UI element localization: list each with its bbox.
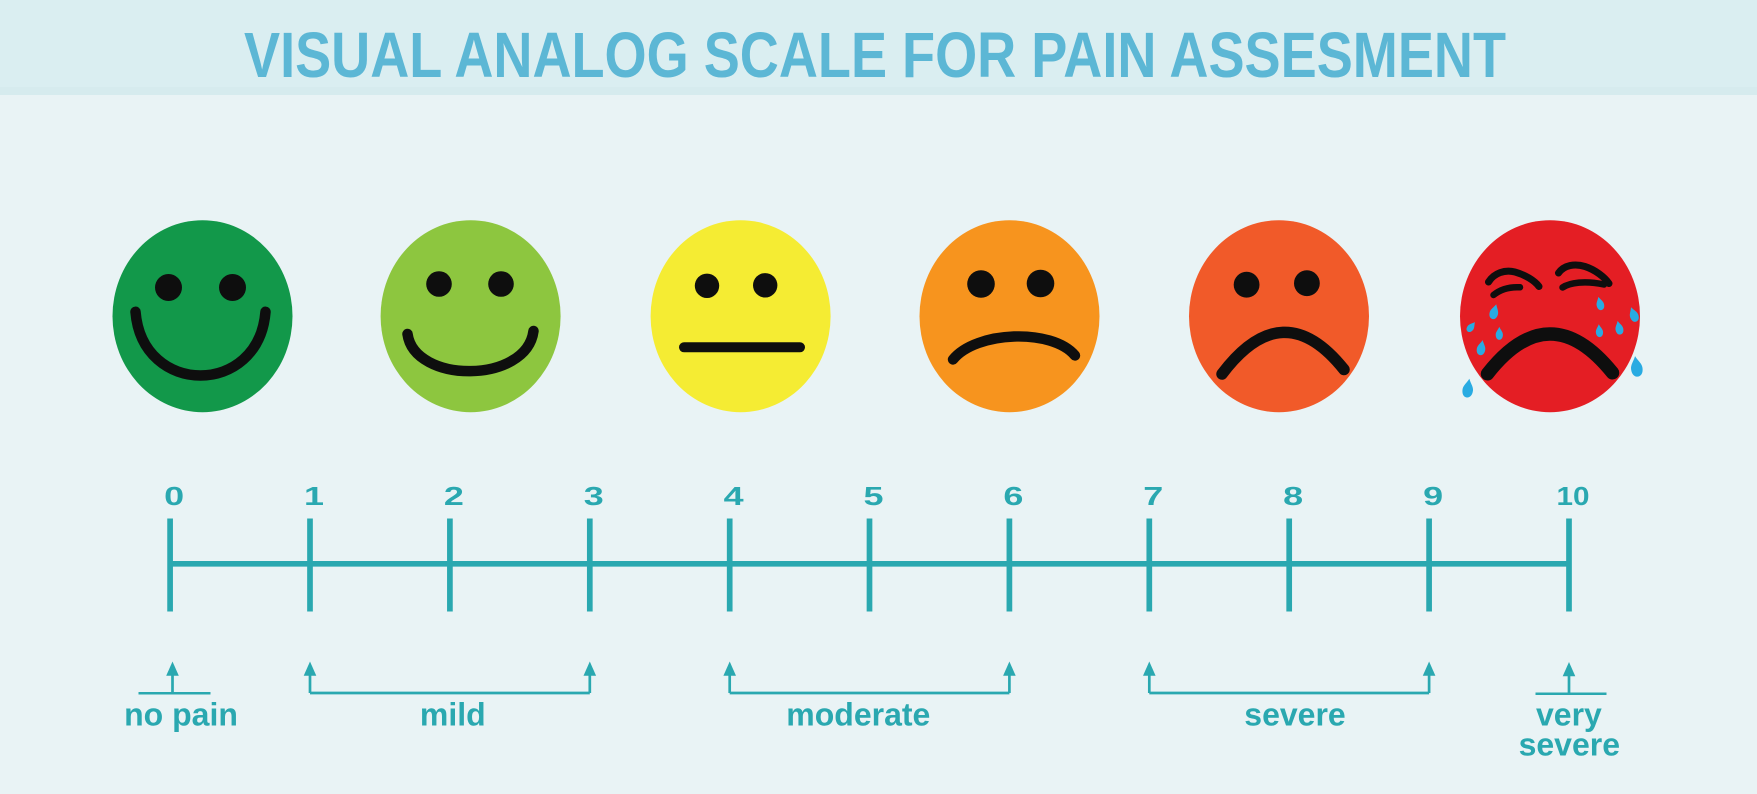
svg-text:7: 7 (1143, 481, 1163, 511)
svg-text:moderate: moderate (786, 697, 930, 733)
svg-text:10: 10 (1557, 481, 1590, 511)
svg-text:no pain: no pain (124, 697, 238, 733)
svg-text:8: 8 (1283, 481, 1303, 511)
svg-text:severe: severe (1244, 697, 1345, 733)
svg-text:4: 4 (724, 481, 745, 511)
svg-text:5: 5 (864, 481, 884, 511)
svg-text:6: 6 (1003, 481, 1023, 511)
svg-text:0: 0 (164, 481, 184, 511)
svg-text:very: very (1536, 697, 1602, 733)
svg-text:VISUAL ANALOG SCALE FOR PAIN A: VISUAL ANALOG SCALE FOR PAIN ASSESMENT (244, 19, 1506, 91)
svg-text:9: 9 (1423, 481, 1443, 511)
svg-text:2: 2 (444, 481, 464, 511)
svg-text:3: 3 (584, 481, 604, 511)
svg-text:severe: severe (1519, 727, 1620, 763)
svg-text:mild: mild (420, 697, 486, 733)
svg-text:1: 1 (304, 481, 324, 511)
